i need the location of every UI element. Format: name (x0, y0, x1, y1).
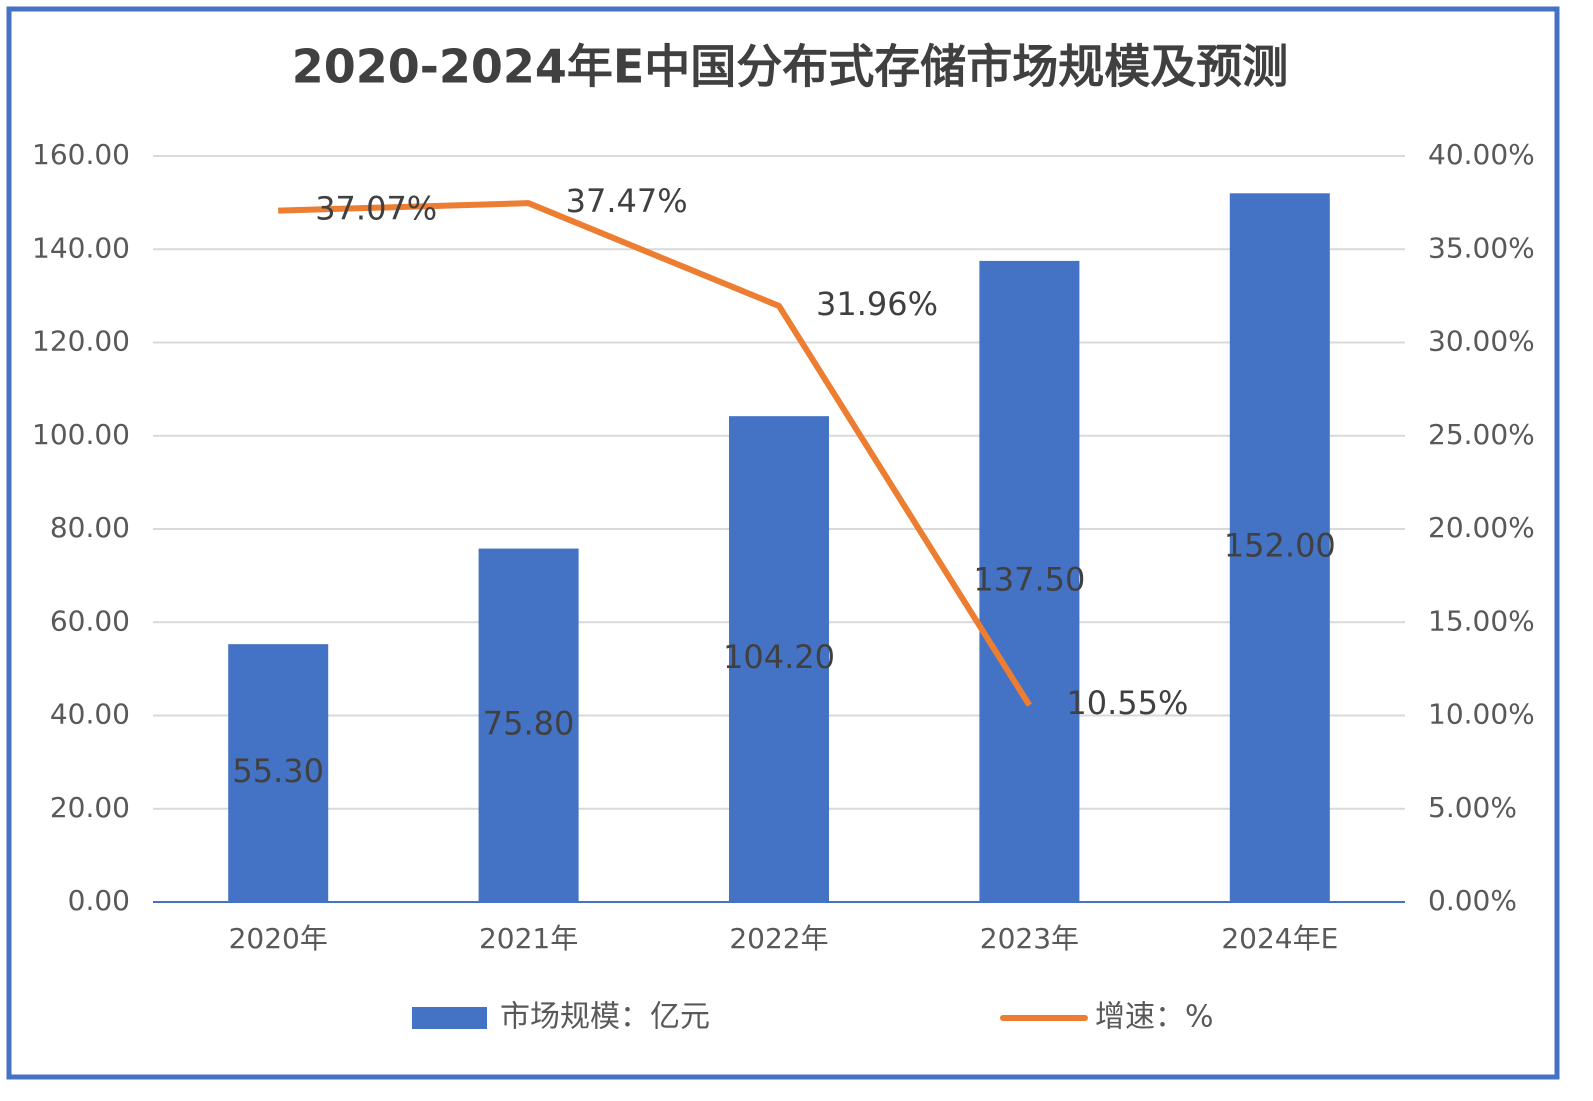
frame (6, 6, 1560, 1080)
bar (478, 548, 579, 902)
y2-tick-label: 0.00% (1428, 884, 1517, 917)
data-label: 10.55% (1066, 684, 1188, 722)
y-tick-label: 80.00 (50, 511, 130, 544)
data-label: 55.30 (232, 752, 324, 790)
data-label: 31.96% (816, 285, 938, 323)
y2-tick-label: 35.00% (1428, 231, 1535, 264)
y2-tick-label: 20.00% (1428, 511, 1535, 544)
y2-tick-label: 40.00% (1428, 138, 1535, 171)
x-tick-label: 2022年 (729, 922, 828, 955)
y2-tick-label: 10.00% (1428, 698, 1535, 731)
legend-swatch (412, 1007, 487, 1029)
y2-tick-label: 25.00% (1428, 418, 1535, 451)
bar (729, 416, 829, 902)
chart-title: 2020-2024年E中国分布式存储市场规模及预测 (292, 40, 1289, 94)
x-tick-label: 2020年 (229, 922, 328, 955)
y-tick-label: 0.00 (68, 884, 130, 917)
bar (979, 260, 1080, 902)
bar (228, 644, 329, 902)
data-label: 152.00 (1224, 527, 1336, 565)
x-tick-label: 2021年 (479, 922, 578, 955)
bar (1229, 193, 1330, 903)
y-tick-label: 60.00 (50, 604, 130, 637)
data-label: 137.50 (973, 560, 1085, 598)
y-tick-label: 140.00 (32, 231, 130, 264)
legend-label: 市场规模：亿元 (500, 1000, 710, 1035)
x-tick-label: 2024年E (1221, 922, 1338, 955)
y-tick-label: 20.00 (50, 791, 130, 824)
y2-tick-label: 30.00% (1428, 325, 1535, 358)
data-label: 104.20 (723, 638, 835, 676)
data-label: 37.47% (566, 182, 688, 220)
y-tick-label: 120.00 (32, 325, 130, 358)
y2-tick-label: 15.00% (1428, 604, 1535, 637)
x-tick-label: 2023年 (980, 922, 1079, 955)
legend-label: 增速：% (1095, 1000, 1214, 1035)
data-label: 75.80 (483, 704, 575, 742)
data-label: 37.07% (315, 190, 437, 228)
line (278, 200, 1032, 707)
y-tick-label: 100.00 (32, 418, 130, 451)
y-tick-label: 40.00 (50, 698, 130, 731)
y2-tick-label: 5.00% (1428, 791, 1517, 824)
y-tick-label: 160.00 (32, 138, 130, 171)
